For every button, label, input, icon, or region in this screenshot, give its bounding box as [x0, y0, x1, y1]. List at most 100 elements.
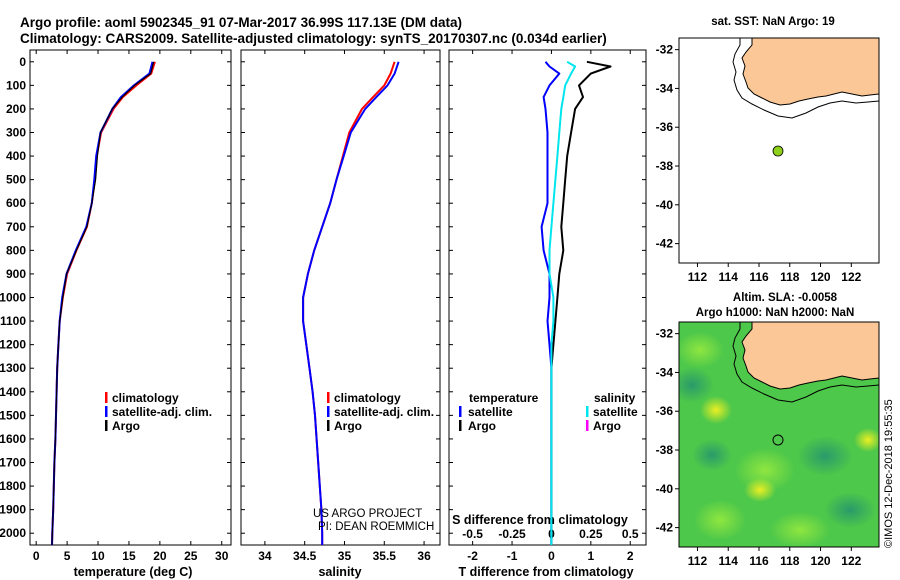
depth-tick-label: 1600	[0, 432, 26, 446]
depth-tick-label: 1900	[0, 503, 26, 517]
depth-tick-label: 1300	[0, 361, 26, 375]
difference-legend: temperature satellite Argo salinity sate…	[459, 391, 638, 433]
legend-satellite-label: satellite-adj. clim.	[112, 405, 212, 419]
salinity-legend-satellite-label: satellite-adj. clim.	[334, 405, 434, 419]
salinity-x-axis: 34 34.5 35 35.5 36	[258, 50, 431, 563]
difference-xlabel: T difference from climatology	[458, 565, 633, 579]
lat-tick-label: -38	[656, 443, 674, 457]
temperature-x-tick-label: 10	[91, 549, 105, 563]
lat-tick-label: -34	[656, 365, 674, 379]
salinity-series-satellite-adj-clim-	[302, 61, 400, 545]
temperature-series-climatology	[51, 61, 156, 546]
salinity-x-tick-label: 35	[338, 549, 352, 563]
lon-tick-label: 118	[780, 554, 800, 568]
profile-lines	[51, 60, 612, 546]
salinity-xlabel: salinity	[318, 565, 361, 579]
lat-tick-label: -32	[656, 327, 674, 341]
lat-tick-label: -38	[656, 159, 674, 173]
depth-tick-label: 400	[6, 149, 26, 163]
lat-tick-label: -42	[656, 237, 674, 251]
depth-tick-label: 300	[6, 126, 26, 140]
figure-title-line1: Argo profile: aoml 5902345_91 07-Mar-201…	[20, 15, 462, 30]
lat-tick-label: -40	[656, 198, 674, 212]
difference-x-tick-label: -1	[507, 549, 518, 563]
lon-tick-label: 120	[811, 554, 831, 568]
lon-tick-label: 112	[688, 554, 708, 568]
imos-timestamp: ©IMOS 12-Dec-2018 19:55:35	[883, 399, 895, 548]
sst-map-title: sat. SST: NaN Argo: 19	[711, 16, 835, 28]
salinity-series-climatology	[302, 61, 396, 545]
salinity-legend-argo-swatch	[327, 420, 330, 431]
temperature-axes-frame	[29, 49, 232, 546]
salinity-legend-climatology-swatch	[327, 392, 330, 403]
temperature-x-tick-label: 0	[33, 549, 40, 563]
salinity-panel	[240, 49, 441, 546]
legend-argo-swatch	[105, 420, 108, 431]
lat-tick-label: -36	[656, 120, 674, 134]
difference-series-salinity-satellite	[548, 60, 577, 545]
salinity-x-tick-label: 36	[417, 549, 431, 563]
depth-tick-label: 800	[6, 243, 26, 257]
diff-legend-salinity-title: salinity	[594, 391, 636, 405]
float-position-marker	[772, 145, 784, 157]
salinity-legend: climatology satellite-adj. clim. Argo	[327, 391, 434, 433]
difference-x-axis: -2 -1 0 1 2	[467, 50, 634, 563]
depth-tick-label: 1000	[0, 291, 26, 305]
depth-tick-label: 1200	[0, 338, 26, 352]
lon-tick-label: 118	[780, 270, 800, 284]
diff-legend-t-argo-label: Argo	[468, 419, 496, 433]
temperature-x-tick-label: 20	[153, 549, 167, 563]
sla-anomaly-patches	[679, 322, 879, 547]
salinity-legend-climatology-label: climatology	[334, 391, 401, 405]
figure-title-line2: Climatology: CARS2009. Satellite-adjuste…	[20, 31, 607, 46]
temperature-x-axis: 0 5 10 15 20 25 30	[33, 50, 229, 563]
depth-tick-label: 700	[6, 220, 26, 234]
salinity-x-tick-label: 34.5	[293, 549, 317, 563]
salinity-x-tick-label: 35.5	[373, 549, 397, 563]
sla-map-frame	[678, 321, 880, 548]
shelf-contour-sla	[732, 322, 879, 403]
sla-map	[678, 321, 880, 548]
lat-tick-label: -34	[656, 81, 674, 95]
sla-map-lon-axis: 112 114 116 118 120 122	[688, 547, 862, 568]
lon-tick-label: 120	[811, 270, 831, 284]
depth-tick-label: 600	[6, 196, 26, 210]
legend-satellite-swatch	[105, 406, 108, 417]
depth-axis: 0 100 200 300 400 500 600 700 800 900 1000 1100 1200…	[0, 55, 646, 540]
lon-tick-label: 122	[841, 270, 861, 284]
lat-tick-label: -40	[656, 482, 674, 496]
sla-map-title-1: Altim. SLA: -0.0058	[733, 292, 838, 304]
sst-map-lat-axis: -32 -34 -36 -38 -40 -42	[656, 43, 679, 251]
diff-legend-s-satellite-label: satellite	[593, 405, 638, 419]
credit-project: US ARGO PROJECT	[313, 508, 422, 520]
difference-x-tick-label: 0	[548, 549, 555, 563]
sst-map	[678, 37, 880, 264]
depth-tick-label: 1100	[0, 314, 26, 328]
difference-x-tick-label: 1	[587, 549, 594, 563]
lon-tick-label: 122	[841, 554, 861, 568]
salinity-difference-tick-label: -0.25	[498, 527, 526, 541]
shelf-contour	[732, 38, 879, 119]
diff-legend-t-argo-swatch	[459, 420, 462, 431]
sst-map-lon-axis: 112 114 116 118 120 122	[688, 263, 862, 284]
sla-map-lat-axis: -32 -34 -36 -38 -40 -42	[656, 327, 679, 535]
temperature-panel	[29, 49, 232, 546]
depth-tick-label: 100	[6, 78, 26, 92]
legend-argo-label: Argo	[112, 419, 140, 433]
diff-legend-s-argo-swatch	[586, 420, 589, 431]
difference-series-temperature-argo	[550, 60, 612, 545]
temperature-series-argo	[51, 61, 155, 546]
diff-legend-s-argo-label: Argo	[593, 419, 621, 433]
float-position-marker-sla	[772, 434, 784, 446]
salinity-axes-frame	[240, 49, 441, 546]
land-australia-sla	[679, 322, 879, 390]
depth-tick-label: 1700	[0, 456, 26, 470]
diff-legend-t-satellite-label: satellite	[468, 405, 513, 419]
salinity-legend-satellite-swatch	[327, 406, 330, 417]
temperature-legend: climatology satellite-adj. clim. Argo	[105, 391, 212, 433]
depth-tick-label: 500	[6, 173, 26, 187]
depth-tick-label: 1800	[0, 479, 26, 493]
land-australia	[679, 38, 879, 106]
sla-map-title-2: Argo h1000: NaN h2000: NaN	[696, 307, 855, 319]
